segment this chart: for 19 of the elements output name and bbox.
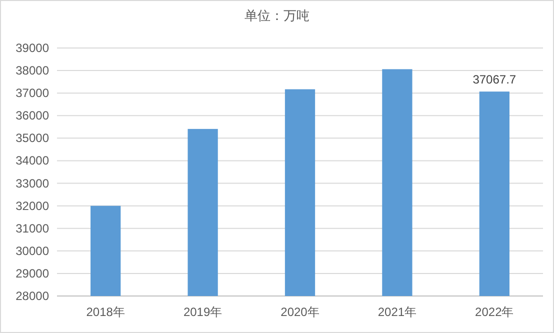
- x-tick-label: 2019年: [183, 305, 222, 319]
- x-tick-label: 2020年: [280, 305, 320, 319]
- chart-title: 单位：万吨: [244, 8, 310, 23]
- y-tick-label: 30000: [16, 244, 50, 258]
- y-tick-label: 38000: [16, 64, 50, 78]
- data-label: 37067.7: [472, 72, 516, 87]
- x-tick-label: 2018年: [86, 305, 125, 319]
- y-tick-label: 34000: [16, 154, 50, 168]
- y-tick-label: 36000: [16, 108, 50, 123]
- y-tick-label: 37000: [16, 86, 50, 100]
- y-tick-label: 33000: [16, 176, 50, 190]
- y-tick-label: 31000: [16, 221, 50, 236]
- x-tick-label: 2021年: [378, 305, 417, 319]
- y-tick-label: 35000: [16, 131, 50, 146]
- y-tick-label: 29000: [16, 266, 50, 280]
- x-tick-label: 2022年: [475, 305, 514, 319]
- y-tick-label: 28000: [16, 289, 50, 303]
- y-tick-label: 32000: [16, 198, 50, 213]
- y-tick-label: 39000: [16, 41, 50, 55]
